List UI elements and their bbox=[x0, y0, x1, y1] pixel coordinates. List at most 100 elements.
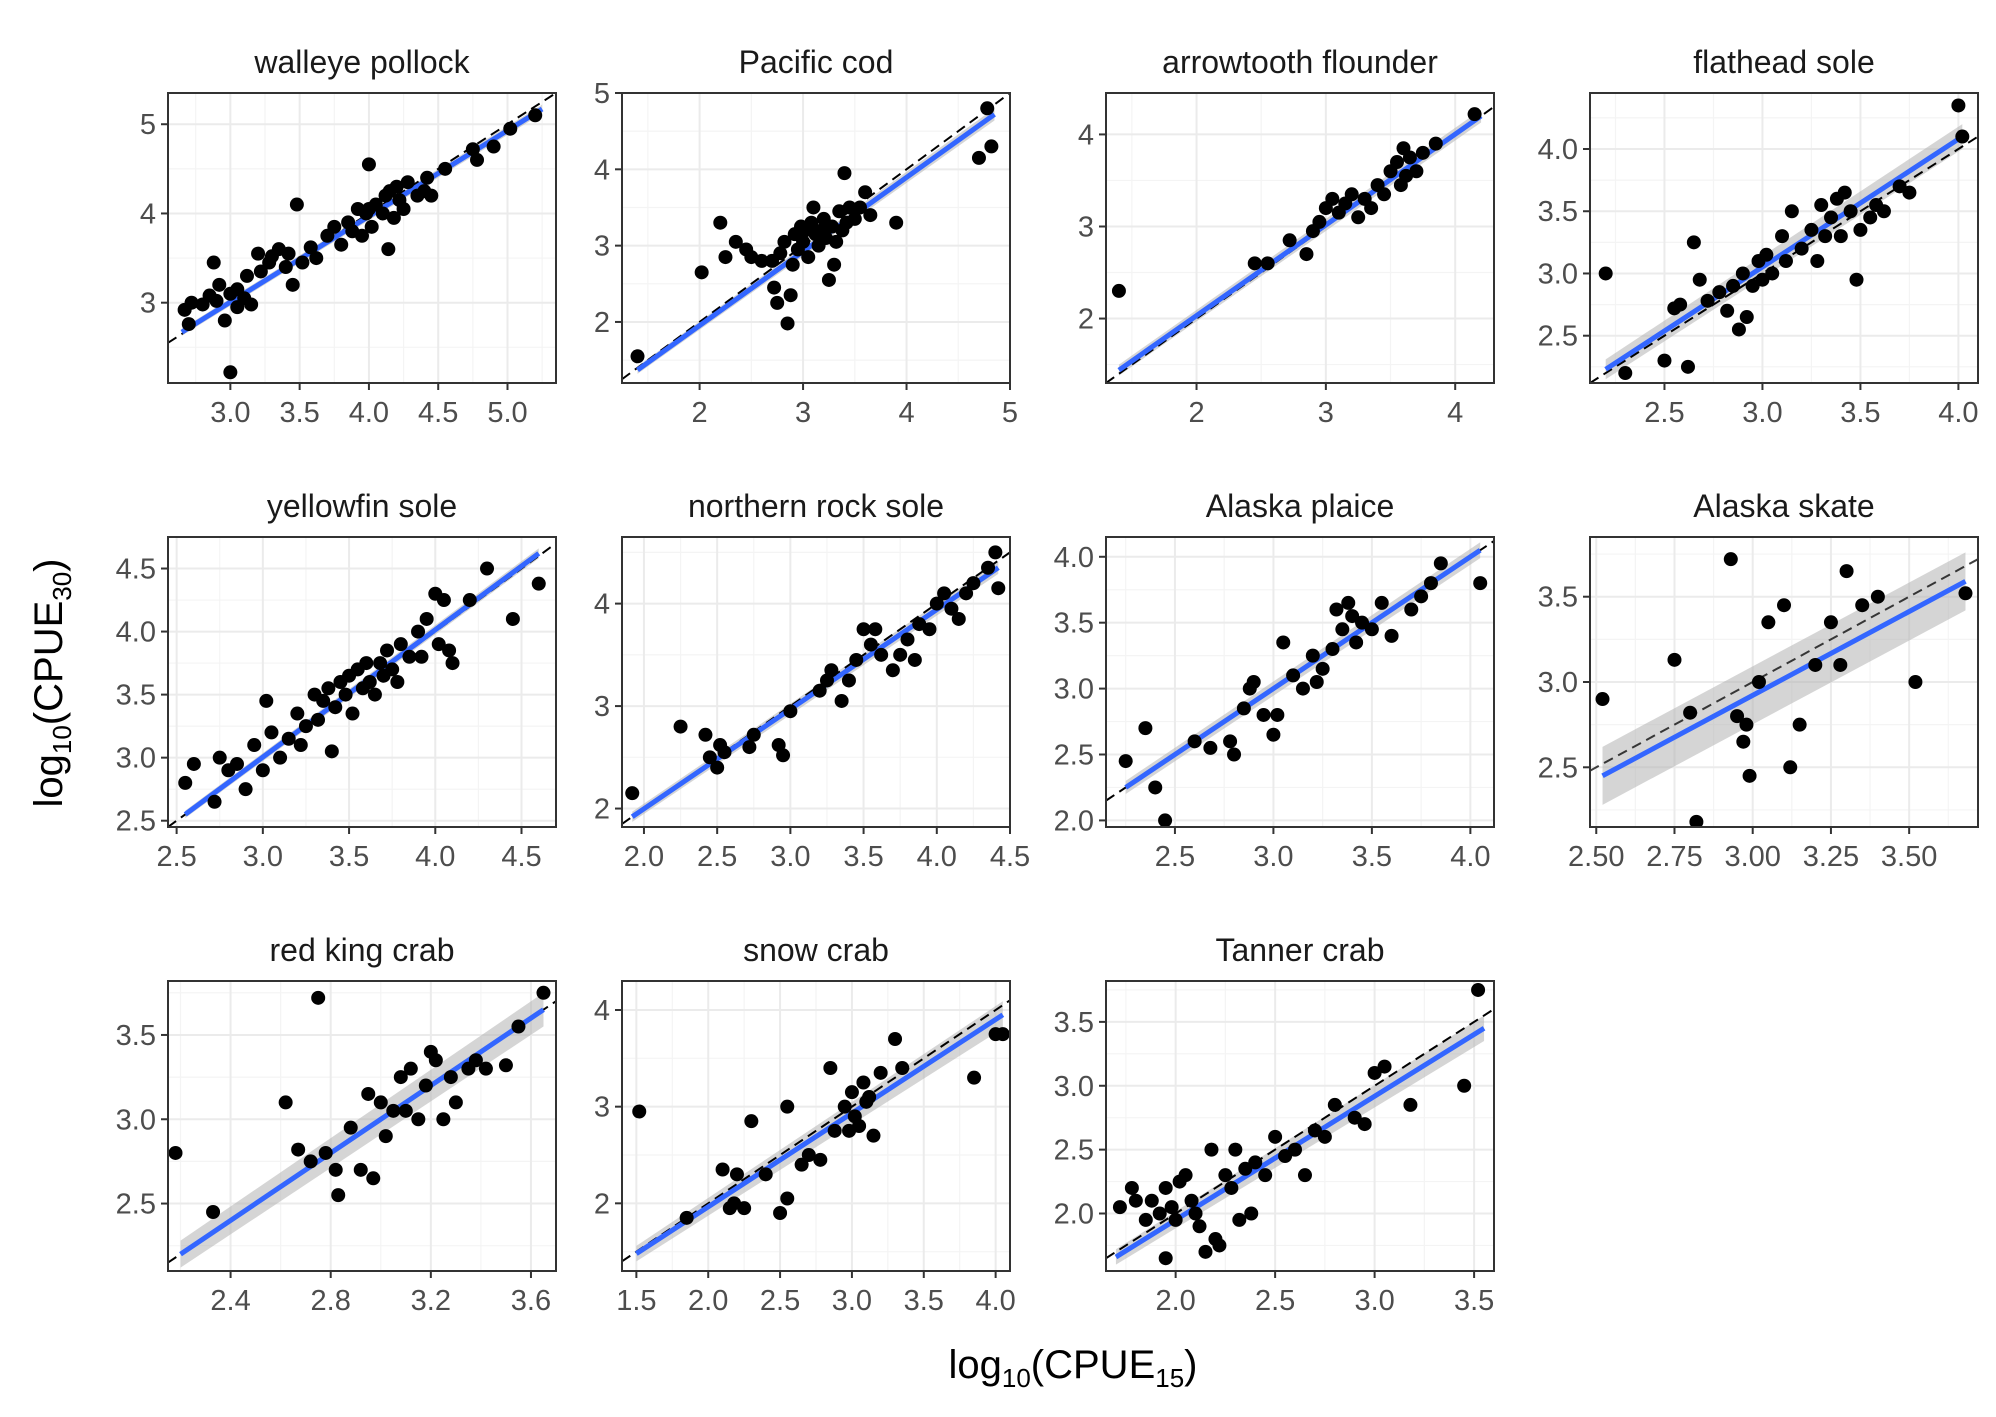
data-point bbox=[863, 208, 878, 223]
data-layer bbox=[1590, 552, 1978, 827]
data-point bbox=[1837, 185, 1852, 200]
data-point bbox=[253, 264, 268, 279]
data-point bbox=[386, 210, 401, 225]
data-point bbox=[1168, 1212, 1183, 1227]
data-point bbox=[1148, 780, 1163, 795]
data-point bbox=[364, 219, 379, 234]
data-point bbox=[1863, 210, 1878, 225]
data-point bbox=[1317, 1129, 1332, 1144]
y-tick-label: 4 bbox=[594, 154, 610, 186]
panel-title: yellowfin sole bbox=[267, 488, 457, 524]
data-point bbox=[380, 643, 395, 658]
data-layer bbox=[168, 985, 556, 1268]
data-point bbox=[1307, 1123, 1322, 1138]
data-point bbox=[801, 1148, 816, 1162]
data-point bbox=[465, 142, 480, 157]
data-point bbox=[328, 700, 343, 715]
data-point bbox=[1184, 1193, 1199, 1208]
x-tick-label: 4.0 bbox=[1450, 841, 1490, 873]
data-point bbox=[780, 1191, 795, 1206]
data-point bbox=[863, 637, 878, 652]
data-layer bbox=[622, 545, 1010, 825]
data-point bbox=[900, 632, 915, 647]
data-point bbox=[321, 681, 336, 696]
data-point bbox=[780, 316, 795, 331]
data-point bbox=[1415, 145, 1430, 160]
data-layer bbox=[1106, 982, 1494, 1266]
data-point bbox=[1158, 1180, 1173, 1195]
data-point bbox=[428, 1053, 443, 1068]
data-point bbox=[959, 586, 974, 601]
data-point bbox=[1471, 982, 1486, 997]
data-point bbox=[1295, 681, 1310, 696]
data-point bbox=[1384, 628, 1399, 643]
data-point bbox=[498, 1058, 513, 1073]
data-point bbox=[1390, 155, 1404, 170]
data-point bbox=[285, 277, 300, 292]
identity-line bbox=[622, 999, 1010, 1263]
data-point bbox=[290, 706, 305, 721]
data-point bbox=[849, 652, 864, 667]
x-tick-label: 2.8 bbox=[311, 1285, 351, 1317]
panel: walleye pollock 3.0 3.5 4.0 4.5 5.0 3 4 5 bbox=[140, 44, 557, 429]
x-tick-label: 3.0 bbox=[1253, 841, 1293, 873]
data-point bbox=[486, 139, 501, 154]
panel-border bbox=[167, 980, 557, 1272]
data-point bbox=[1218, 1168, 1233, 1183]
panel-border bbox=[1105, 980, 1495, 1272]
x-tick-label: 2.75 bbox=[1646, 841, 1702, 873]
y-tick-label: 3.0 bbox=[1054, 1071, 1094, 1103]
data-point bbox=[847, 211, 862, 226]
data-point bbox=[821, 272, 836, 287]
data-point bbox=[742, 740, 757, 755]
data-point bbox=[862, 1090, 877, 1104]
data-point bbox=[1335, 622, 1350, 637]
y-tick-label: 2.5 bbox=[1538, 321, 1578, 353]
panel-border bbox=[167, 536, 557, 828]
data-point bbox=[411, 624, 426, 639]
x-tick-label: 4.0 bbox=[415, 841, 455, 873]
data-point bbox=[389, 179, 404, 194]
data-point bbox=[278, 260, 293, 274]
data-point bbox=[1784, 204, 1799, 219]
data-point bbox=[717, 745, 732, 760]
data-point bbox=[1833, 657, 1848, 672]
y-tick-label: 2 bbox=[1078, 304, 1094, 336]
x-tick-label: 3.0 bbox=[210, 397, 250, 429]
data-point bbox=[773, 1206, 788, 1220]
data-point bbox=[1204, 1142, 1219, 1157]
data-point bbox=[1824, 210, 1839, 225]
data-point bbox=[1958, 586, 1973, 601]
data-point bbox=[1299, 247, 1314, 262]
data-point bbox=[536, 985, 551, 1000]
data-point bbox=[424, 188, 439, 203]
data-point bbox=[289, 197, 304, 212]
data-point bbox=[212, 750, 227, 765]
data-point bbox=[907, 652, 922, 667]
data-point bbox=[1833, 229, 1848, 244]
x-tick-label: 3.0 bbox=[832, 1285, 872, 1317]
data-point bbox=[837, 166, 852, 181]
data-point bbox=[1187, 734, 1202, 749]
data-point bbox=[238, 782, 253, 797]
x-tick-label: 3.5 bbox=[1352, 841, 1392, 873]
data-point bbox=[398, 1103, 413, 1118]
y-tick-label: 3.0 bbox=[116, 743, 156, 775]
data-point bbox=[694, 265, 709, 280]
panel-border bbox=[621, 980, 1011, 1272]
data-point bbox=[396, 202, 411, 216]
data-point bbox=[418, 1078, 433, 1093]
x-tick-label: 2.5 bbox=[760, 1285, 800, 1317]
data-point bbox=[794, 1157, 809, 1172]
data-point bbox=[1224, 1180, 1239, 1195]
y-tick-label: 4.0 bbox=[116, 617, 156, 649]
y-tick-label: 3.5 bbox=[116, 1020, 156, 1052]
data-point bbox=[367, 687, 382, 702]
data-point bbox=[1618, 366, 1633, 381]
data-point bbox=[1327, 1097, 1342, 1112]
data-point bbox=[403, 1061, 418, 1076]
data-point bbox=[1276, 635, 1291, 650]
fit-line bbox=[1601, 579, 1967, 779]
data-point bbox=[273, 750, 288, 765]
